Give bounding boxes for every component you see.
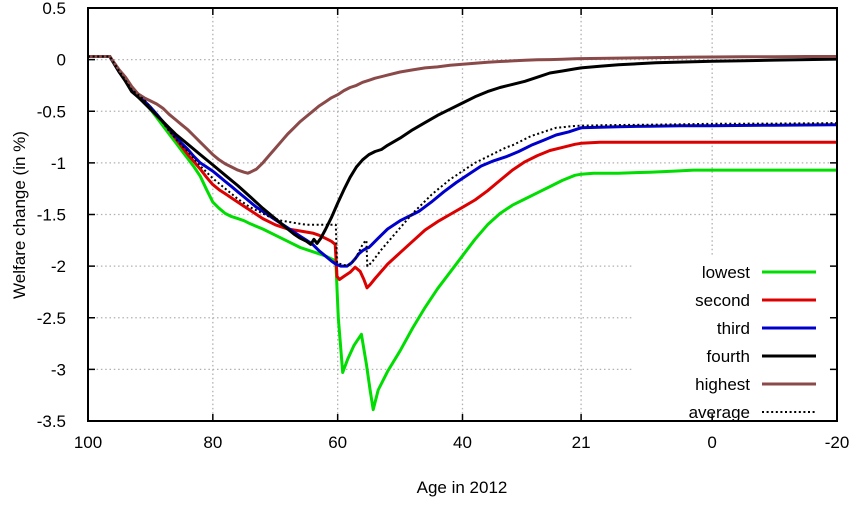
y-axis-title: Welfare change (in %) bbox=[10, 131, 29, 299]
y-tick-label: -1 bbox=[51, 154, 66, 173]
y-tick-label: -1.5 bbox=[37, 206, 66, 225]
gridlines bbox=[88, 8, 837, 421]
y-tick-label: -2 bbox=[51, 257, 66, 276]
x-axis-title: Age in 2012 bbox=[417, 478, 508, 497]
series-line-third bbox=[88, 55, 838, 268]
series-line-fourth bbox=[88, 55, 838, 246]
y-tick-label: 0 bbox=[57, 51, 66, 70]
x-tick-label: 60 bbox=[328, 433, 347, 452]
series-line-highest bbox=[88, 55, 837, 175]
y-tick-label: -3.5 bbox=[37, 412, 66, 431]
y-tick-label: -2.5 bbox=[37, 309, 66, 328]
y-tick-label: -3 bbox=[51, 360, 66, 379]
legend-label-fourth: fourth bbox=[707, 347, 750, 366]
legend-label-average: average bbox=[689, 403, 750, 422]
y-tick-label: 0.5 bbox=[42, 0, 66, 18]
legend-label-third: third bbox=[717, 319, 750, 338]
axis-ticks bbox=[87, 7, 838, 422]
x-tick-label: 40 bbox=[453, 433, 472, 452]
series-line-average bbox=[88, 55, 838, 268]
legend-label-highest: highest bbox=[695, 375, 750, 394]
x-tick-label: 80 bbox=[203, 433, 222, 452]
x-tick-label: -20 bbox=[825, 433, 850, 452]
x-tick-label: 0 bbox=[707, 433, 716, 452]
x-tick-label: 21 bbox=[572, 433, 591, 452]
y-tick-label: -0.5 bbox=[37, 102, 66, 121]
tick-labels: 0.5 0 -0.5 -1 -1.5 -2 -2.5 -3 -3.5 100 80 60 40 21 0 -2… bbox=[37, 0, 850, 452]
series-line-lowest bbox=[88, 55, 837, 412]
legend: lowest second third fourth highest average bbox=[689, 263, 816, 422]
legend-background bbox=[632, 256, 829, 420]
x-tick-label: 100 bbox=[74, 433, 102, 452]
legend-label-second: second bbox=[695, 291, 750, 310]
legend-label-lowest: lowest bbox=[702, 263, 750, 282]
plot-lines bbox=[88, 55, 838, 412]
